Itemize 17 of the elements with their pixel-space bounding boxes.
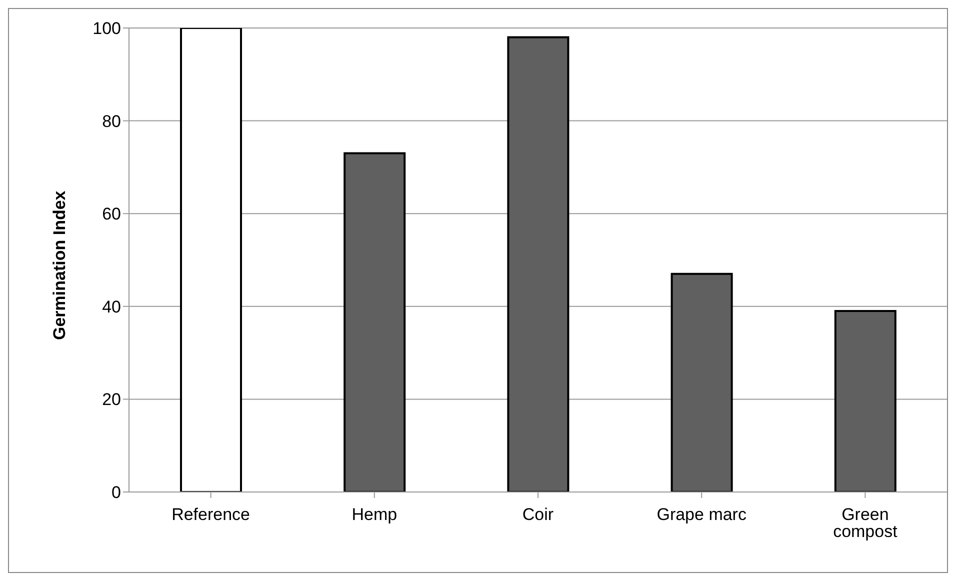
y-tick-label: 80: [102, 112, 121, 131]
y-tick-label: 60: [102, 204, 121, 224]
y-tick-label: 0: [112, 483, 121, 502]
x-tick-label: Coir: [522, 505, 554, 524]
bar: [180, 28, 242, 492]
y-axis-title: Germination Index: [50, 190, 70, 340]
y-tick-label: 100: [92, 19, 121, 38]
bar: [834, 310, 896, 492]
x-tick-label: Reference: [172, 505, 250, 524]
bar: [670, 272, 733, 492]
x-tick-label: Green compost: [833, 505, 898, 542]
bar: [507, 36, 570, 492]
y-tick-label: 20: [102, 390, 121, 410]
y-tick-label: 40: [102, 297, 121, 316]
bar: [344, 152, 406, 492]
x-tick-label: Grape marc: [656, 505, 747, 524]
x-tick-label: Hemp: [352, 505, 398, 524]
